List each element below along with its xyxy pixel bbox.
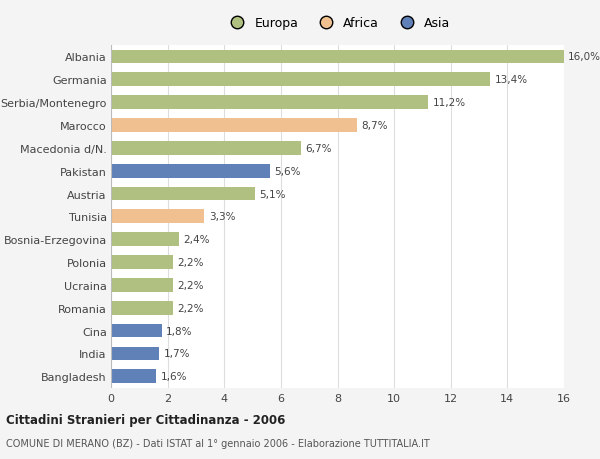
Text: 2,2%: 2,2% [178, 303, 204, 313]
Text: COMUNE DI MERANO (BZ) - Dati ISTAT al 1° gennaio 2006 - Elaborazione TUTTITALIA.: COMUNE DI MERANO (BZ) - Dati ISTAT al 1°… [6, 438, 430, 448]
Bar [111, 50, 564, 64]
Text: 1,7%: 1,7% [163, 349, 190, 358]
Text: 8,7%: 8,7% [362, 121, 388, 131]
Text: 13,4%: 13,4% [494, 75, 528, 85]
Text: 16,0%: 16,0% [568, 52, 600, 62]
Bar [111, 279, 173, 292]
Text: Cittadini Stranieri per Cittadinanza - 2006: Cittadini Stranieri per Cittadinanza - 2… [6, 413, 286, 426]
Text: 5,6%: 5,6% [274, 166, 300, 176]
Bar [111, 301, 173, 315]
Text: 3,3%: 3,3% [209, 212, 235, 222]
Text: 2,2%: 2,2% [178, 257, 204, 268]
Text: 2,4%: 2,4% [183, 235, 209, 245]
Bar [111, 369, 156, 383]
Bar [111, 96, 428, 110]
Bar [111, 210, 205, 224]
Bar [111, 233, 179, 246]
Bar [111, 164, 269, 178]
Text: 6,7%: 6,7% [305, 144, 331, 153]
Bar [111, 256, 173, 269]
Bar [111, 142, 301, 155]
Text: 5,1%: 5,1% [260, 189, 286, 199]
Bar [111, 187, 256, 201]
Bar [111, 119, 358, 133]
Bar [111, 324, 162, 338]
Bar [111, 347, 159, 360]
Text: 1,6%: 1,6% [161, 371, 187, 381]
Bar [111, 73, 490, 87]
Legend: Europa, Africa, Asia: Europa, Africa, Asia [222, 15, 453, 33]
Text: 11,2%: 11,2% [433, 98, 466, 108]
Text: 2,2%: 2,2% [178, 280, 204, 290]
Text: 1,8%: 1,8% [166, 326, 193, 336]
